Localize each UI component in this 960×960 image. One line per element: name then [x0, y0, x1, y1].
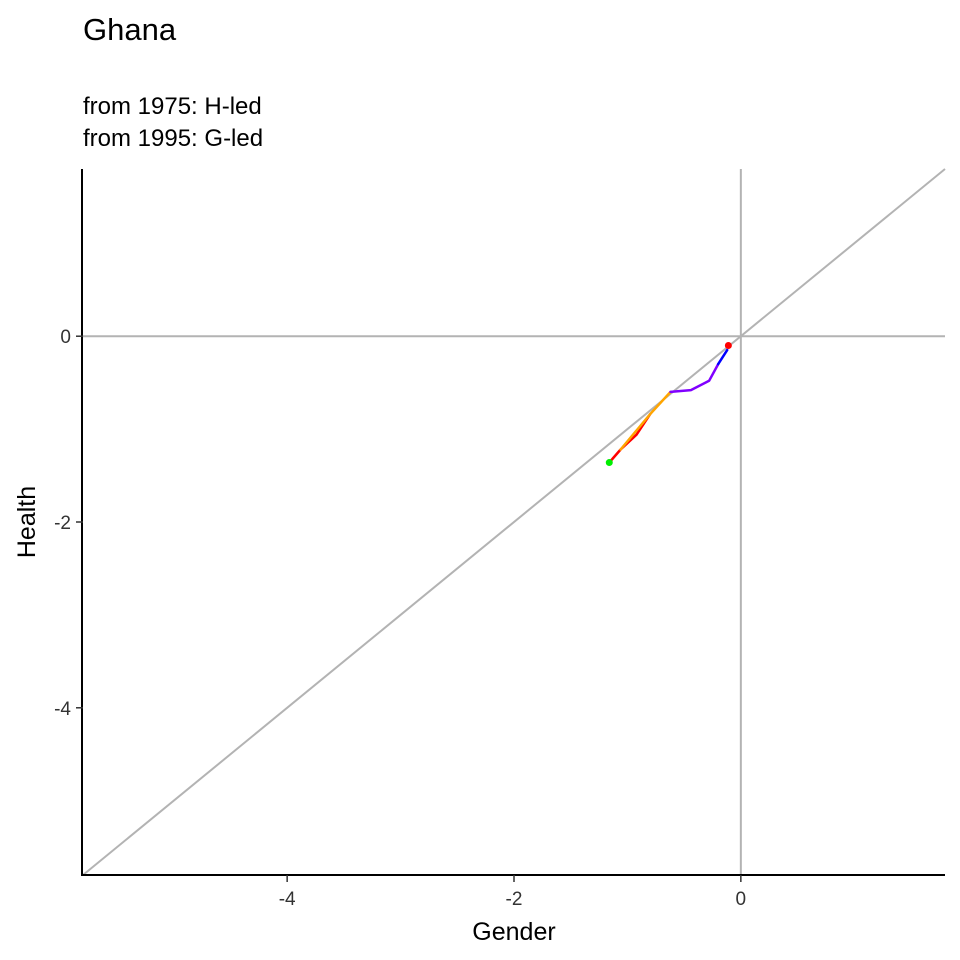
y-tick-label: -4 [54, 699, 71, 720]
plot-area [82, 168, 946, 876]
start-point [605, 459, 613, 467]
x-ticks: -4 -2 0 [279, 875, 746, 910]
x-tick-label: -2 [506, 889, 523, 910]
y-axis-title: Health [13, 486, 41, 558]
y-tick-label: 0 [60, 327, 71, 348]
chart-subtitle-line-2: from 1995: G-led [83, 125, 263, 152]
diagonal-reference-line [82, 168, 946, 876]
chart-subtitle-line-1: from 1975: H-led [83, 93, 262, 120]
end-point [724, 342, 732, 349]
series-line-1 [608, 412, 652, 464]
y-ticks: 0 -2 -4 [54, 327, 83, 720]
series-layer [608, 348, 729, 464]
series-line-4 [716, 348, 729, 366]
y-tick-label: -2 [54, 513, 71, 534]
series-line-3 [669, 362, 720, 394]
x-axis-title: Gender [472, 918, 555, 946]
points-layer [605, 342, 732, 467]
x-tick-label: 0 [736, 889, 747, 910]
reference-lines [82, 168, 946, 876]
x-tick-label: -4 [279, 889, 296, 910]
series-line-2 [619, 390, 672, 451]
chart-title: Ghana [83, 12, 177, 47]
